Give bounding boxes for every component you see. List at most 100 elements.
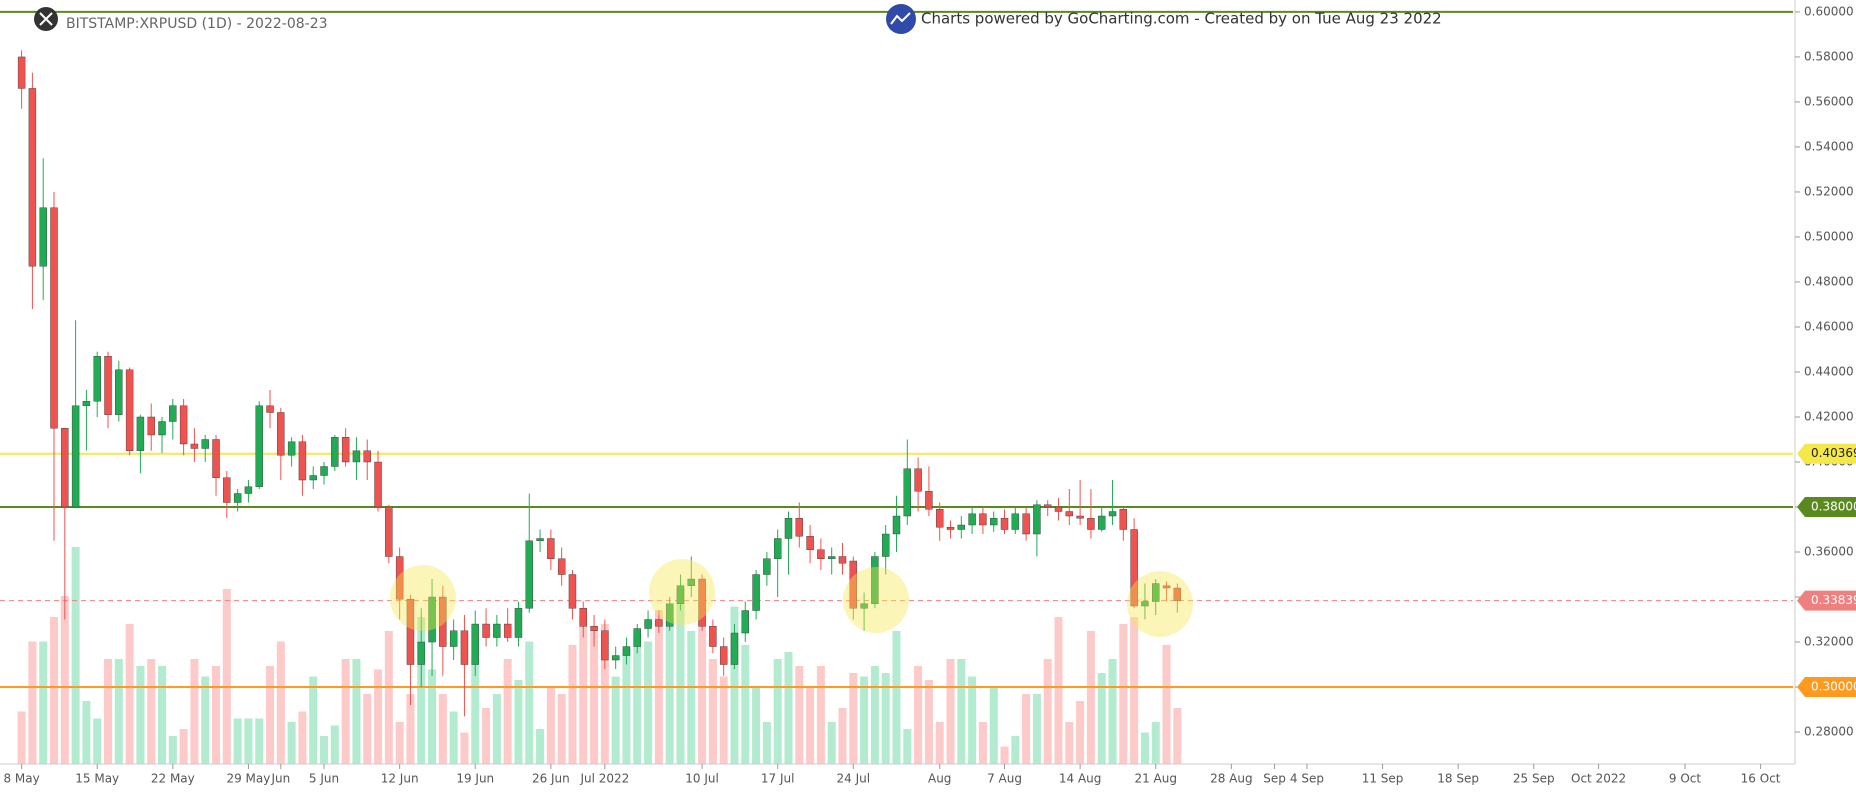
volume-bar [384,631,393,764]
volume-bar [60,596,69,764]
candle-body [817,549,825,559]
x-tick-label: Oct 2022 [1571,772,1626,786]
candle-body [363,450,371,463]
x-tick-label: 11 Sep [1362,772,1404,786]
candle-body [1152,583,1160,602]
volume-bar [1054,617,1063,764]
x-tick-label: 24 Jul [837,772,871,786]
candle-body [136,416,145,451]
volume-bar [179,729,188,764]
highlight-circle [649,559,715,625]
chart-title: BITSTAMP:XRPUSD (1D) - 2022-08-23 [66,16,328,32]
candle-body [449,630,458,647]
candle-body [309,475,317,481]
volume-bar [158,666,167,764]
volume-bar [1086,631,1095,764]
volume-bar [536,729,545,764]
candle-body [201,439,209,449]
price-marker [1797,677,1856,698]
volume-bar [49,617,59,764]
candle-body [1054,506,1063,512]
x-tick-label: 28 Aug [1210,772,1253,786]
volume-bar [903,729,912,764]
volume-bar [266,666,275,764]
candle-body [439,596,447,647]
volume-bar [222,589,231,764]
candle-body [946,527,955,530]
y-tick-label: 0.60000 [1804,4,1854,18]
volume-bar [644,641,653,764]
volume-bar [579,617,588,764]
candle-body [115,369,123,415]
candle-body [935,509,944,528]
volume-bar [622,648,631,764]
candle-body [341,437,350,463]
candle-body [482,623,490,638]
candle-body [795,518,803,537]
candle-body [493,623,501,638]
volume-bar [633,634,642,764]
volume-bar [546,687,555,764]
volume-bar [1011,736,1020,764]
candle-body [590,626,598,631]
volume-bar [590,631,599,764]
volume-bar [600,624,609,764]
candle-body [298,441,307,481]
volume-bar [341,659,350,764]
candle-body [82,401,91,406]
x-tick-label: 16 Oct [1741,772,1781,786]
candle-body [860,603,868,609]
x-tick-label: 17 Jul [761,772,795,786]
volume-bar [730,606,739,764]
candle-body [17,56,26,89]
x-tick-label: 26 Jun [532,772,570,786]
y-tick-label: 0.56000 [1804,94,1854,108]
x-tick-label: 7 Aug [987,772,1022,786]
candle-body [730,632,739,665]
x-tick-label: 15 May [75,772,119,786]
volume-bar [989,687,998,764]
volume-bar [17,711,26,764]
volume-bar [611,676,620,764]
candle-body [903,468,912,517]
volume-bar [1065,722,1074,764]
volume-bar [719,676,728,764]
volume-bar [503,659,512,764]
volume-bar [39,641,48,764]
volume-bar [860,676,869,764]
candle-body [644,619,652,629]
candle-body [417,641,425,665]
candle-body [1065,511,1074,517]
volume-bar [514,680,523,764]
x-tick-label: 12 Jun [381,772,419,786]
volume-bar [482,708,491,764]
price-marker-label: 0.40369 [1811,446,1856,460]
gocharting-logo-mark [890,12,911,25]
volume-bar [201,676,210,764]
volume-bar [352,659,361,764]
candle-body [579,608,587,627]
candle-body [61,428,69,508]
price-marker-label: 0.33839 [1811,593,1856,607]
x-tick-label: 9 Oct [1669,772,1701,786]
x-tick-label: 19 Jun [456,772,494,786]
volume-bar [784,652,793,764]
volume-bar [471,659,480,764]
candle-body [406,599,415,665]
candle-body [1022,513,1030,535]
candle-body [471,623,479,665]
candle-body [1000,518,1009,530]
y-tick-label: 0.32000 [1804,635,1854,649]
volume-bar [330,725,339,764]
volume-bar [1108,659,1117,764]
volume-bar [244,718,253,764]
volume-bar [892,631,901,764]
volume-bar [827,722,836,764]
volume-bar [849,673,858,764]
candle-body [320,466,328,476]
candle-body [763,558,771,575]
candle-body [212,439,220,478]
x-tick-label: 4 Sep [1290,772,1324,786]
x-tick-label: 25 Sep [1513,772,1555,786]
